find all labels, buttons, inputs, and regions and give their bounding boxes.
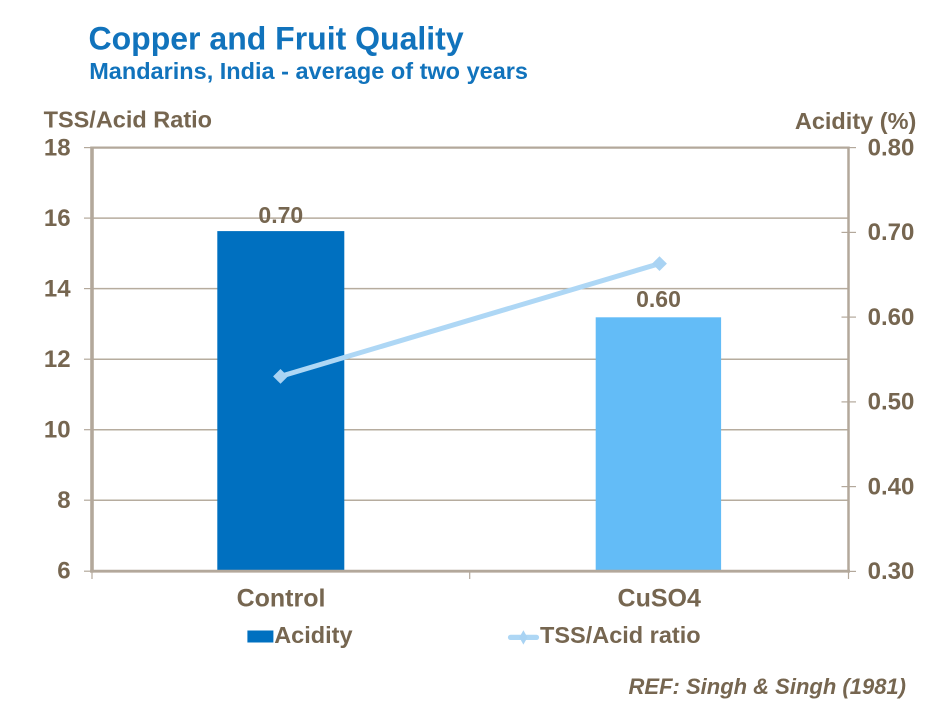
svg-text:10: 10	[44, 416, 71, 443]
svg-text:Mandarins, India - average of: Mandarins, India - average of two years	[89, 58, 528, 84]
svg-text:REF: Singh & Singh (1981): REF: Singh & Singh (1981)	[629, 674, 906, 699]
svg-text:8: 8	[57, 487, 70, 514]
svg-text:0.30: 0.30	[868, 558, 915, 585]
svg-text:CuSO4: CuSO4	[618, 585, 701, 613]
svg-text:Acidity: Acidity	[274, 622, 352, 648]
svg-text:18: 18	[44, 134, 71, 161]
svg-text:0.70: 0.70	[868, 219, 915, 246]
svg-text:0.60: 0.60	[636, 286, 681, 312]
svg-text:TSS/Acid Ratio: TSS/Acid Ratio	[44, 106, 212, 132]
svg-text:0.80: 0.80	[868, 134, 915, 161]
svg-text:12: 12	[44, 346, 71, 373]
svg-text:6: 6	[57, 558, 70, 585]
svg-text:TSS/Acid ratio: TSS/Acid ratio	[540, 622, 701, 648]
svg-text:0.50: 0.50	[868, 389, 915, 416]
svg-text:14: 14	[44, 275, 71, 302]
svg-text:Copper and Fruit Quality: Copper and Fruit Quality	[89, 21, 464, 57]
svg-text:Acidity (%): Acidity (%)	[795, 108, 916, 134]
svg-text:16: 16	[44, 205, 71, 232]
svg-text:0.40: 0.40	[868, 473, 915, 500]
svg-text:Control: Control	[237, 585, 326, 613]
svg-text:0.70: 0.70	[258, 202, 303, 228]
svg-text:0.60: 0.60	[868, 304, 915, 331]
